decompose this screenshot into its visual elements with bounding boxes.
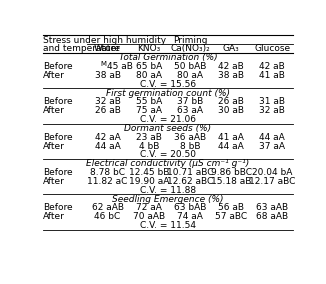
Text: 80 aA: 80 aA [136, 71, 162, 80]
Text: 75 aA: 75 aA [136, 106, 162, 115]
Text: 41 aA: 41 aA [218, 133, 244, 142]
Text: After: After [43, 141, 65, 151]
Text: Before: Before [43, 133, 72, 142]
Text: Before: Before [43, 168, 72, 177]
Text: 63 aAB: 63 aAB [256, 203, 289, 212]
Text: 37 aA: 37 aA [259, 141, 285, 151]
Text: Dormant seeds (%): Dormant seeds (%) [124, 124, 211, 133]
Text: 10.71 aBC: 10.71 aBC [167, 168, 213, 177]
Text: 44 aA: 44 aA [95, 141, 120, 151]
Text: 65 bA: 65 bA [136, 62, 162, 71]
Text: 44 aA: 44 aA [218, 141, 244, 151]
Text: 19.90 aA: 19.90 aA [128, 177, 169, 186]
Text: C.V. = 20.50: C.V. = 20.50 [140, 151, 196, 159]
Text: 32 aB: 32 aB [259, 106, 285, 115]
Text: 80 aA: 80 aA [177, 71, 203, 80]
Text: Seedling Emergence (%): Seedling Emergence (%) [112, 195, 224, 204]
Text: After: After [43, 177, 65, 186]
Text: 41 aB: 41 aB [259, 71, 285, 80]
Text: First germination count (%): First germination count (%) [106, 89, 230, 97]
Text: Before: Before [43, 203, 72, 212]
Text: Total Germination (%): Total Germination (%) [119, 53, 217, 62]
Text: 57 aBC: 57 aBC [215, 212, 247, 221]
Text: 32 aB: 32 aB [95, 97, 121, 106]
Text: 42 aB: 42 aB [218, 62, 244, 71]
Text: 56 aB: 56 aB [218, 203, 244, 212]
Text: 20.04 bA: 20.04 bA [252, 168, 292, 177]
Text: 8 bB: 8 bB [180, 141, 200, 151]
Text: 38 aB: 38 aB [218, 71, 244, 80]
Text: 63 bAB: 63 bAB [174, 203, 206, 212]
Text: 26 aB: 26 aB [95, 106, 121, 115]
Text: GA₃: GA₃ [223, 44, 240, 53]
Text: 50 bAB: 50 bAB [174, 62, 206, 71]
Text: 70 aAB: 70 aAB [133, 212, 165, 221]
Text: 15.18 aB: 15.18 aB [211, 177, 251, 186]
Text: C.V. = 11.54: C.V. = 11.54 [140, 221, 196, 230]
Text: 12.45 bB: 12.45 bB [128, 168, 169, 177]
Text: 12.62 aBC: 12.62 aBC [167, 177, 213, 186]
Text: After: After [43, 71, 65, 80]
Text: 26 aB: 26 aB [218, 97, 244, 106]
Text: 42 aA: 42 aA [95, 133, 120, 142]
Text: and temperature: and temperature [43, 44, 120, 53]
Text: Priming: Priming [173, 36, 207, 45]
Text: 37 bB: 37 bB [177, 97, 203, 106]
Text: Before: Before [43, 97, 72, 106]
Text: 63 aA: 63 aA [177, 106, 203, 115]
Text: 46 bC: 46 bC [95, 212, 121, 221]
Text: C.V. = 15.56: C.V. = 15.56 [140, 80, 196, 89]
Text: After: After [43, 212, 65, 221]
Text: M: M [100, 60, 106, 66]
Text: 68 aAB: 68 aAB [256, 212, 289, 221]
Text: 8.78 bC: 8.78 bC [90, 168, 125, 177]
Text: KNO₃: KNO₃ [137, 44, 160, 53]
Text: Stress under high humidity: Stress under high humidity [43, 36, 166, 45]
Text: Glucose: Glucose [254, 44, 290, 53]
Text: 42 aB: 42 aB [259, 62, 285, 71]
Text: C.V. = 21.06: C.V. = 21.06 [140, 115, 196, 124]
Text: 55 bA: 55 bA [136, 97, 162, 106]
Text: 23 aB: 23 aB [136, 133, 162, 142]
Text: 45 aB: 45 aB [107, 62, 133, 71]
Text: Ca(NO₃)₂: Ca(NO₃)₂ [170, 44, 210, 53]
Text: 4 bB: 4 bB [139, 141, 159, 151]
Text: 12.17 aBC: 12.17 aBC [249, 177, 295, 186]
Text: 36 aAB: 36 aAB [174, 133, 206, 142]
Text: 30 aB: 30 aB [218, 106, 244, 115]
Text: 44 aA: 44 aA [259, 133, 285, 142]
Text: 38 aB: 38 aB [95, 71, 121, 80]
Text: 74 aA: 74 aA [177, 212, 203, 221]
Text: 62 aAB: 62 aAB [92, 203, 124, 212]
Text: Electrical conductivity (μS cm⁻¹ g⁻¹): Electrical conductivity (μS cm⁻¹ g⁻¹) [86, 159, 249, 168]
Text: 72 aA: 72 aA [136, 203, 162, 212]
Text: Water: Water [94, 44, 121, 53]
Text: 31 aB: 31 aB [259, 97, 285, 106]
Text: After: After [43, 106, 65, 115]
Text: Before: Before [43, 62, 72, 71]
Text: 9.86 bBC: 9.86 bBC [211, 168, 252, 177]
Text: 11.82 aC: 11.82 aC [87, 177, 128, 186]
Text: C.V. = 11.88: C.V. = 11.88 [140, 186, 196, 195]
